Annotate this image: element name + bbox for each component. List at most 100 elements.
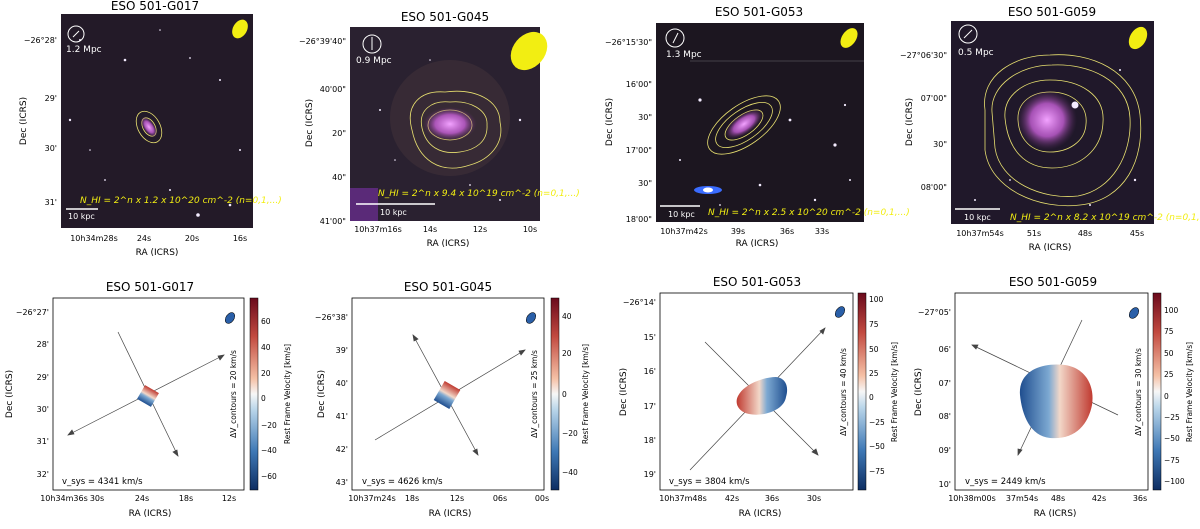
svg-text:−26°15'30": −26°15'30" xyxy=(605,38,652,47)
contours-label: ΔV_contours = 40 km/s xyxy=(839,348,848,436)
ra-ticks: 10h37m16s 14s 12s 10s xyxy=(354,225,537,234)
vsys-label: v_sys = 4341 km/s xyxy=(62,477,143,487)
svg-text:37m54s: 37m54s xyxy=(1006,494,1038,503)
dec-ticks: −26°38' 39' 40' 41' 42' 43' xyxy=(315,313,348,487)
velocity-panel-g053: ESO 501-G053 v_sys = 3804 km/s 100 75 50… xyxy=(619,275,899,519)
svg-text:30': 30' xyxy=(37,405,49,414)
vsys-label: v_sys = 3804 km/s xyxy=(669,477,750,487)
colorbar-label: Rest Frame Velocity [km/s] xyxy=(581,344,590,444)
svg-text:100: 100 xyxy=(869,295,884,304)
svg-text:−40: −40 xyxy=(562,468,578,477)
svg-text:16': 16' xyxy=(644,367,656,376)
svg-text:30s: 30s xyxy=(807,494,821,503)
beam-icon xyxy=(1128,26,1148,50)
svg-text:18'00": 18'00" xyxy=(626,215,652,224)
velocity-field xyxy=(1019,364,1093,439)
panel-title: ESO 501-G059 xyxy=(1008,5,1096,19)
x-axis-label: RA (ICRS) xyxy=(739,509,782,519)
colorbar-ticks: 40 20 0 −20 −40 xyxy=(562,312,578,477)
beam-icon xyxy=(224,312,236,324)
colorbar xyxy=(249,297,259,491)
panel-title: ESO 501-G017 xyxy=(111,0,199,13)
svg-text:−25: −25 xyxy=(1164,413,1180,422)
galaxy xyxy=(1017,90,1077,150)
dec-ticks: −27°05' 06' 07' 08' 09' 10' xyxy=(918,308,951,489)
svg-text:42s: 42s xyxy=(725,494,739,503)
svg-text:24s: 24s xyxy=(135,494,149,503)
foreground-star-core xyxy=(703,187,713,193)
svg-text:−100: −100 xyxy=(1164,477,1185,486)
optical-panel-g045: ESO 501-G045 0.9 Mpc 10 kpc N_HI = 2^n x… xyxy=(299,10,580,249)
ra-ticks: 10h38m00s 37m54s 48s 42s 36s xyxy=(948,494,1147,503)
svg-text:−27°05': −27°05' xyxy=(918,308,951,317)
beam-icon xyxy=(840,28,858,48)
kpc-label: 10 kpc xyxy=(68,212,95,221)
svg-text:−26°14': −26°14' xyxy=(623,298,656,307)
beam-icon xyxy=(834,306,846,318)
svg-text:33s: 33s xyxy=(815,227,829,236)
scale-label: 0.9 Mpc xyxy=(356,56,392,66)
colorbar-label: Rest Frame Velocity [km/s] xyxy=(1185,342,1194,442)
svg-text:60: 60 xyxy=(261,317,271,326)
colorbar xyxy=(857,292,867,491)
minor-axis-arrow xyxy=(412,334,479,456)
svg-text:10h37m16s: 10h37m16s xyxy=(354,225,402,234)
velocity-panel-g017: ESO 501-G017 v_sys = 4341 km/s 60 40 20 … xyxy=(5,280,292,519)
galaxy xyxy=(423,107,477,141)
y-axis-label: Dec (ICRS) xyxy=(905,98,915,146)
optical-panel-g059: ESO 501-G059 0.5 Mpc 10 kpc N_HI = 2^n x… xyxy=(900,5,1200,253)
svg-text:28': 28' xyxy=(37,340,49,349)
svg-text:31': 31' xyxy=(45,198,57,207)
svg-text:75: 75 xyxy=(1164,327,1174,336)
panel-title: ESO 501-G045 xyxy=(404,280,492,294)
direction-icon xyxy=(665,28,685,48)
svg-text:09': 09' xyxy=(939,446,951,455)
svg-text:20: 20 xyxy=(562,349,572,358)
svg-text:−26°27': −26°27' xyxy=(16,308,49,317)
svg-text:10h38m00s: 10h38m00s xyxy=(948,494,996,503)
svg-text:50: 50 xyxy=(869,345,879,354)
direction-icon xyxy=(958,24,978,44)
y-axis-label: Dec (ICRS) xyxy=(5,370,15,418)
kpc-label: 10 kpc xyxy=(668,210,695,219)
svg-text:32': 32' xyxy=(37,470,49,479)
ra-ticks: 10h37m24s 18s 12s 06s 00s xyxy=(348,494,549,503)
colorbar-label: Rest Frame Velocity [km/s] xyxy=(890,342,899,442)
colorbar-ticks: 100 75 50 25 0 −25 −50 −75 xyxy=(869,295,885,476)
svg-text:14s: 14s xyxy=(423,225,437,234)
svg-text:20: 20 xyxy=(261,369,271,378)
y-axis-label: Dec (ICRS) xyxy=(317,370,327,418)
svg-text:36s: 36s xyxy=(780,227,794,236)
kpc-label: 10 kpc xyxy=(964,213,991,222)
svg-text:10h37m48s: 10h37m48s xyxy=(659,494,707,503)
svg-text:30': 30' xyxy=(45,144,57,153)
ra-ticks: 10h34m36s 30s 24s 18s 12s xyxy=(40,494,236,503)
svg-text:−75: −75 xyxy=(1164,456,1180,465)
contours-label: ΔV_contours = 25 km/s xyxy=(530,350,539,438)
svg-text:42s: 42s xyxy=(1092,494,1106,503)
galaxy xyxy=(725,108,763,140)
svg-text:16'00": 16'00" xyxy=(626,80,652,89)
scale-label: 0.5 Mpc xyxy=(958,48,994,58)
svg-text:0: 0 xyxy=(261,394,266,403)
svg-text:00s: 00s xyxy=(535,494,549,503)
beam-icon xyxy=(510,31,548,71)
colorbar-label: Rest Frame Velocity [km/s] xyxy=(283,344,292,444)
sky-image xyxy=(61,14,253,228)
svg-text:10h37m42s: 10h37m42s xyxy=(660,227,708,236)
nhi-label: N_HI = 2^n x 8.2 x 10^19 cm^-2 (n=0,1,..… xyxy=(1010,213,1200,223)
svg-text:24s: 24s xyxy=(137,234,151,243)
scale-label: 1.3 Mpc xyxy=(666,50,702,60)
svg-text:30s: 30s xyxy=(90,494,104,503)
svg-text:48s: 48s xyxy=(1051,494,1065,503)
svg-text:06s: 06s xyxy=(493,494,507,503)
svg-text:10h34m28s: 10h34m28s xyxy=(70,234,118,243)
svg-text:41': 41' xyxy=(336,412,348,421)
x-axis-label: RA (ICRS) xyxy=(129,509,172,519)
svg-text:−20: −20 xyxy=(562,429,578,438)
svg-text:19': 19' xyxy=(644,470,656,479)
svg-text:25: 25 xyxy=(869,369,879,378)
svg-text:48s: 48s xyxy=(1078,229,1092,238)
y-axis-label: Dec (ICRS) xyxy=(305,99,315,147)
